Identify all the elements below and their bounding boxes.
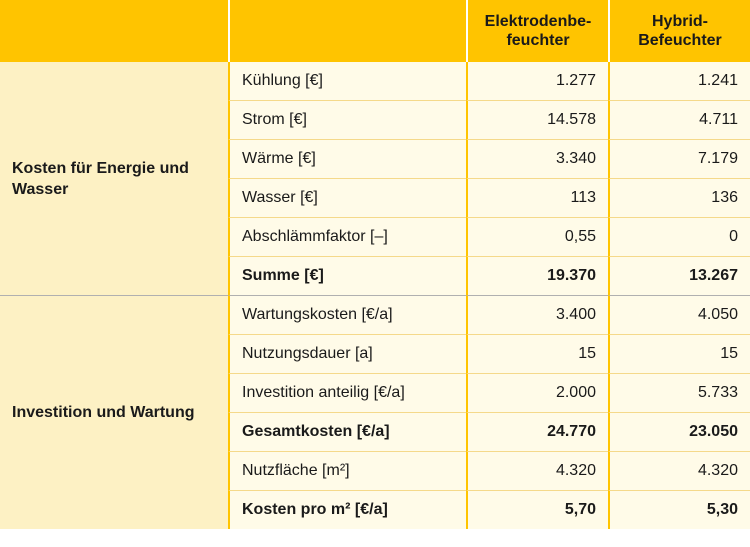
row-value-elektroden: 14.578 [466, 101, 608, 140]
table-row: Nutzfläche [m²] 4.320 4.320 [0, 452, 750, 491]
row-value-elektroden: 19.370 [466, 257, 608, 296]
row-item-label: Gesamtkosten [€/a] [228, 413, 466, 452]
row-value-hybrid: 15 [608, 335, 750, 374]
header-elektroden: Elektrodenbe- feuchter [466, 0, 608, 62]
row-item-label: Wärme [€] [228, 140, 466, 179]
header-hybrid-line1: Hybrid- [652, 13, 708, 30]
row-value-hybrid: 4.050 [608, 296, 750, 335]
row-item-label: Wasser [€] [228, 179, 466, 218]
row-item-label: Nutzungsdauer [a] [228, 335, 466, 374]
table-row-cost-per-m2: Kosten pro m² [€/a] 5,70 5,30 [0, 491, 750, 529]
group-label-investment: Investition und Wartung [0, 296, 228, 529]
row-value-hybrid: 5.733 [608, 374, 750, 413]
row-value-elektroden: 1.277 [466, 62, 608, 101]
header-row: Elektrodenbe- feuchter Hybrid- Befeuchte… [0, 0, 750, 62]
row-value-hybrid: 0 [608, 218, 750, 257]
row-value-elektroden: 0,55 [466, 218, 608, 257]
table-row: Wasser [€] 113 136 [0, 179, 750, 218]
row-item-label: Kühlung [€] [228, 62, 466, 101]
row-value-elektroden: 24.770 [466, 413, 608, 452]
table-row: Wärme [€] 3.340 7.179 [0, 140, 750, 179]
table-row: Nutzungsdauer [a] 15 15 [0, 335, 750, 374]
row-item-label: Strom [€] [228, 101, 466, 140]
table-row: Abschlämmfaktor [–] 0,55 0 [0, 218, 750, 257]
row-value-hybrid: 13.267 [608, 257, 750, 296]
row-value-elektroden: 4.320 [466, 452, 608, 491]
row-item-label: Summe [€] [228, 257, 466, 296]
row-item-label: Wartungskosten [€/a] [228, 296, 466, 335]
row-value-elektroden: 113 [466, 179, 608, 218]
row-value-hybrid: 1.241 [608, 62, 750, 101]
table-row-sum: Summe [€] 19.370 13.267 [0, 257, 750, 296]
header-empty-item [228, 0, 466, 62]
row-value-elektroden: 3.400 [466, 296, 608, 335]
table-row: Investition und Wartung Wartungskosten [… [0, 296, 750, 529]
header-elektroden-line2: feuchter [506, 32, 570, 49]
row-value-hybrid: 4.320 [608, 452, 750, 491]
row-value-hybrid: 136 [608, 179, 750, 218]
group-label-energy: Kosten für Energie und Wasser [0, 62, 228, 296]
row-item-label: Abschlämmfaktor [–] [228, 218, 466, 257]
row-value-elektroden: 2.000 [466, 374, 608, 413]
row-value-elektroden: 5,70 [466, 491, 608, 529]
table-row: Kosten für Energie und Wasser Kühlung [€… [0, 62, 750, 296]
row-value-elektroden: 15 [466, 335, 608, 374]
table-row: Investition anteilig [€/a] 2.000 5.733 [0, 374, 750, 413]
header-elektroden-line1: Elektrodenbe- [484, 13, 592, 30]
row-value-hybrid: 23.050 [608, 413, 750, 452]
row-item-label: Nutzfläche [m²] [228, 452, 466, 491]
row-item-label: Kosten pro m² [€/a] [228, 491, 466, 529]
header-empty-group [0, 0, 228, 62]
table-row-total: Gesamtkosten [€/a] 24.770 23.050 [0, 413, 750, 452]
row-value-hybrid: 4.711 [608, 101, 750, 140]
table-row: Strom [€] 14.578 4.711 [0, 101, 750, 140]
header-hybrid-line2: Befeuchter [638, 32, 722, 49]
row-value-hybrid: 5,30 [608, 491, 750, 529]
cost-comparison-table: Elektrodenbe- feuchter Hybrid- Befeuchte… [0, 0, 750, 529]
row-value-hybrid: 7.179 [608, 140, 750, 179]
row-value-elektroden: 3.340 [466, 140, 608, 179]
header-hybrid: Hybrid- Befeuchter [608, 0, 750, 62]
row-item-label: Investition anteilig [€/a] [228, 374, 466, 413]
